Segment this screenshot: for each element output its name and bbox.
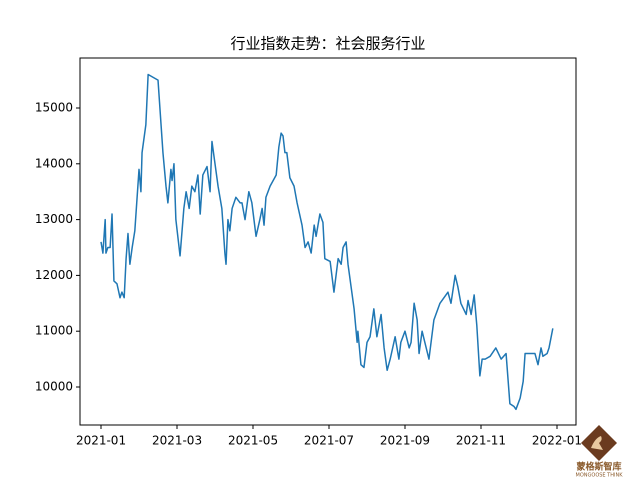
y-tick-label: 13000	[35, 212, 73, 226]
y-tick-label: 15000	[35, 100, 73, 114]
x-tick-label: 2021-07	[304, 434, 354, 448]
y-tick-label: 12000	[35, 268, 73, 282]
logo-name: 蒙格斯智库	[576, 461, 621, 473]
logo: 蒙格斯智库 MONGOOSE THINK	[576, 425, 624, 479]
y-tick-label: 14000	[35, 156, 73, 170]
line-series	[100, 73, 554, 411]
logo-animal	[591, 436, 603, 450]
x-tick-label: 2021-09	[380, 434, 430, 448]
x-tick-label: 2021-03	[152, 434, 202, 448]
x-tick-label: 2021-01	[76, 434, 126, 448]
x-tick-label: 2021-11	[456, 434, 506, 448]
plot-frame	[79, 57, 577, 426]
logo-subtitle: MONGOOSE THINK	[576, 473, 624, 479]
x-tick-label: 2021-05	[228, 434, 278, 448]
x-tick-label: 2022-01	[532, 434, 582, 448]
y-tick-label: 10000	[35, 379, 73, 393]
chart-title: 行业指数走势：社会服务行业	[230, 35, 425, 53]
y-tick-label: 11000	[35, 324, 73, 338]
